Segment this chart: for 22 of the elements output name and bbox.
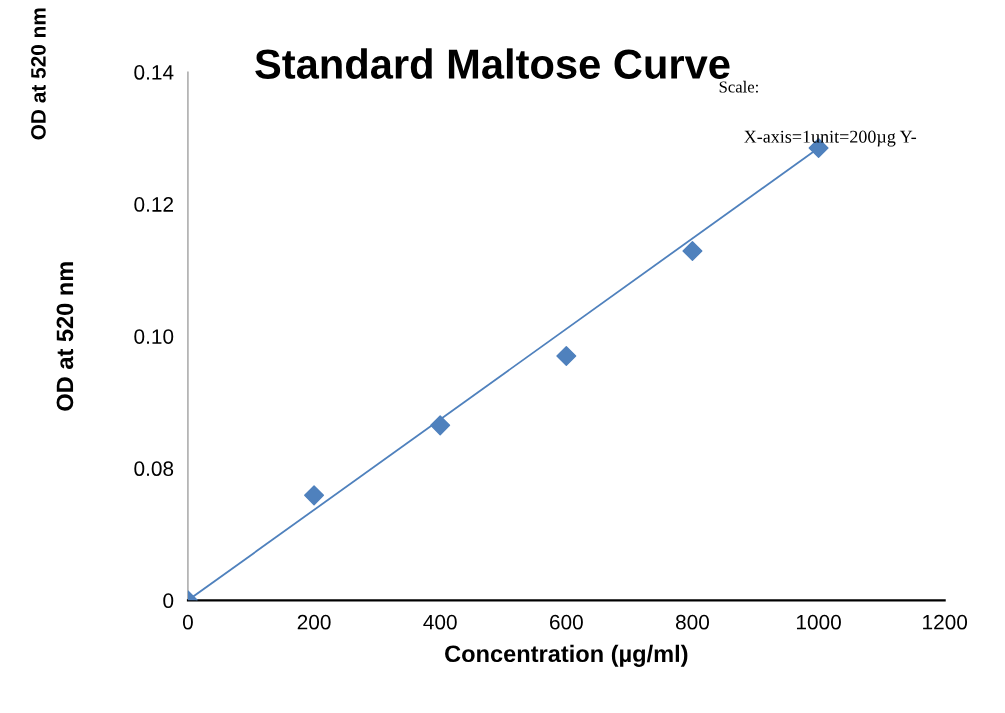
chart-title: Standard Maltose Curve <box>255 48 730 79</box>
point <box>430 415 451 436</box>
y-tick-label: 0 <box>163 593 174 609</box>
y-axis-title: OD at 520 nm <box>56 262 74 411</box>
x-tick-label: 400 <box>423 614 457 630</box>
y-tick-label: 0.08 <box>134 461 174 477</box>
x-tick-label: 0 <box>182 614 193 630</box>
y-tick-label: 0.14 <box>134 65 174 80</box>
annotation: Scale: <box>719 80 758 93</box>
point <box>304 485 325 506</box>
point <box>556 345 577 367</box>
x-tick-label: 200 <box>297 614 331 630</box>
y-tick-label: 0.10 <box>134 329 174 344</box>
y-tick-label: 0.12 <box>134 197 173 212</box>
x-tick-label: 800 <box>675 614 710 630</box>
x-tick-label: 1000 <box>796 614 841 630</box>
x-tick-label: 1200 <box>923 614 968 630</box>
x-tick-label: 600 <box>550 614 583 630</box>
annotation: X-axis=1unit=200µg Y- <box>744 130 917 147</box>
point <box>682 240 703 261</box>
text: OD at 520 nm <box>31 8 46 140</box>
x-axis-title: Concentration (µg/ml) <box>445 644 688 667</box>
